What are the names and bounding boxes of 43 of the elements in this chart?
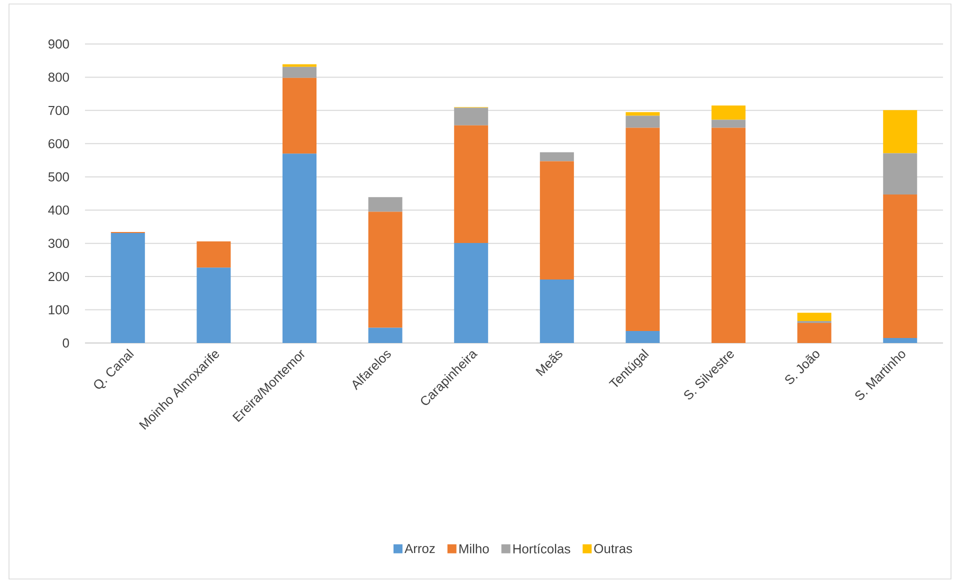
bar [797,323,832,343]
legend-label: Hortícolas [513,544,570,554]
bar [368,197,402,212]
bar [883,153,918,194]
legend-label: Milho [459,544,489,554]
bar [282,64,317,67]
bar [540,280,574,343]
bar [196,268,231,343]
y-tick-label: 400 [48,206,69,215]
bar [368,212,402,328]
y-tick-label: 300 [48,238,69,248]
bar [626,112,660,116]
bar [110,233,145,343]
bar [797,312,832,322]
legend-label: Arroz [404,544,435,554]
y-tick-label: 500 [48,172,69,182]
bar [626,116,660,128]
bar [540,161,574,280]
bar [282,66,317,78]
legend-label: Outras [594,544,632,554]
bar [196,241,231,268]
bar [712,120,746,128]
y-tick-label: 100 [48,305,69,314]
bar [626,128,660,332]
y-tick-label: 0 [62,338,69,348]
bar [883,338,918,343]
bar [712,105,746,120]
y-tick-label: 700 [48,106,69,116]
bar [454,125,488,243]
bar [454,108,488,126]
bar [368,328,402,343]
bar [282,154,317,343]
bar [626,331,660,343]
bar [282,78,317,154]
bar [883,194,918,338]
bar [712,128,746,343]
y-tick-label: 200 [48,272,69,282]
y-tick-label: 600 [48,139,69,148]
bar [454,242,488,343]
y-tick-label: 900 [48,39,69,49]
bar [540,152,574,162]
bar [883,110,918,154]
y-tick-label: 800 [48,72,69,82]
